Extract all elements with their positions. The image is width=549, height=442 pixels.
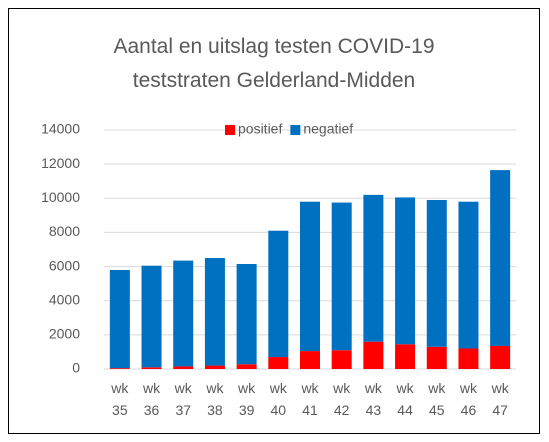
bar-segment xyxy=(331,202,352,351)
x-tick-label: wk 40 xyxy=(269,380,288,418)
y-tick-label: 6000 xyxy=(49,257,80,273)
x-tick-label: wk 43 xyxy=(364,380,383,418)
bar-segment xyxy=(426,199,447,347)
bar-segment xyxy=(363,341,384,369)
y-tick-label: 14000 xyxy=(41,121,80,137)
bar-segment xyxy=(300,201,320,352)
x-tick-label: wk 41 xyxy=(300,380,319,418)
x-tick-label: wk 46 xyxy=(459,380,478,418)
bar-segment xyxy=(141,367,162,369)
bar-segment xyxy=(300,351,320,369)
bar-segment xyxy=(490,170,511,346)
y-tick-label: 0 xyxy=(72,360,80,376)
bar-segment xyxy=(109,368,130,369)
y-tick-label: 2000 xyxy=(49,326,80,342)
bar-segment xyxy=(395,197,416,345)
x-tick-label: wk 35 xyxy=(110,380,129,418)
bar-segment xyxy=(109,269,130,369)
x-tick-label: wk 39 xyxy=(237,380,256,418)
bar-segment xyxy=(236,364,257,369)
bar-segment xyxy=(458,201,479,349)
x-tick-label: wk 44 xyxy=(396,380,415,418)
y-tick-label: 10000 xyxy=(41,189,80,205)
legend-swatch xyxy=(290,125,301,135)
x-tick-label: wk 45 xyxy=(427,380,446,418)
x-tick-label: wk 37 xyxy=(174,380,193,418)
bar-segment xyxy=(141,265,162,368)
legend-swatch xyxy=(225,125,235,135)
x-tick-label: wk 47 xyxy=(491,380,510,418)
bar-segment xyxy=(268,230,289,358)
bar-segment xyxy=(331,350,352,369)
bar-segment xyxy=(236,264,257,365)
bar-segment xyxy=(458,348,479,369)
x-tick-label: wk 36 xyxy=(142,380,161,418)
bar-segment xyxy=(173,260,194,367)
y-tick-label: 8000 xyxy=(49,223,80,239)
legend-label: negatief xyxy=(303,121,353,137)
bar-segment xyxy=(173,366,194,369)
chart-title: Aantal en uitslag testen COVID-19 testst… xyxy=(113,35,435,92)
legend-label: positief xyxy=(238,121,282,137)
bar-segment xyxy=(363,194,384,342)
y-tick-label: 4000 xyxy=(49,291,80,307)
bar-segment xyxy=(204,258,225,366)
bar-segment xyxy=(204,365,225,369)
bar-segment xyxy=(268,357,289,369)
x-tick-label: wk 42 xyxy=(332,380,351,418)
x-tick-label: wk 38 xyxy=(205,380,224,418)
bar-segment xyxy=(490,345,511,369)
y-tick-label: 12000 xyxy=(41,155,80,171)
bar-segment xyxy=(426,346,447,369)
bar-segment xyxy=(395,344,416,369)
